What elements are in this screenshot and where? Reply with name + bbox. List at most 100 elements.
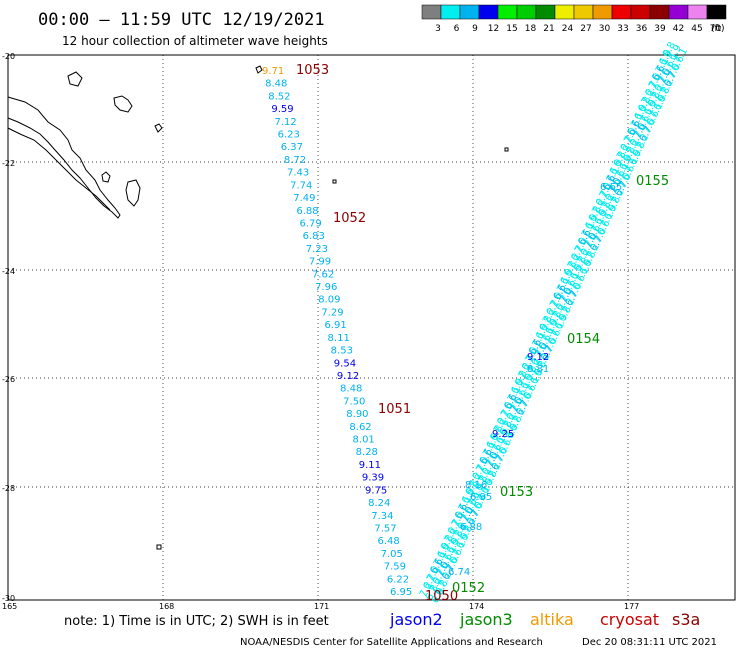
track-west-value: 9.11 bbox=[359, 460, 381, 471]
pass-time-labels: 1053 1052 1051 1050 0155 0154 0153 0152 bbox=[296, 63, 669, 604]
track-east-value: 6.88 bbox=[460, 522, 482, 533]
footer-timestamp: Dec 20 08:31:11 UTC 2021 bbox=[582, 637, 717, 648]
track-west-value: 7.05 bbox=[381, 549, 403, 560]
track-west-value: 8.48 bbox=[340, 384, 362, 395]
legend-label: 30 bbox=[599, 24, 611, 34]
track-west-value: 9.12 bbox=[337, 371, 359, 382]
track-west-value: 7.57 bbox=[374, 523, 396, 534]
track-east-value: 6.65 bbox=[600, 182, 622, 193]
legend-swatch bbox=[440, 4, 461, 20]
latitude-label: -28 bbox=[2, 484, 15, 493]
track-west-value: 6.22 bbox=[387, 574, 409, 585]
track-west-value: 8.24 bbox=[368, 498, 390, 509]
legend-label: 6 bbox=[454, 24, 460, 34]
track-west-value: 7.43 bbox=[287, 168, 309, 179]
legend-label: 24 bbox=[562, 24, 574, 34]
track-west-value: 9.54 bbox=[334, 358, 356, 369]
pass-time-label: 0155 bbox=[636, 174, 669, 189]
track-west-value: 9.75 bbox=[365, 485, 387, 496]
legend-label: 18 bbox=[525, 24, 537, 34]
track-west-value: 6.48 bbox=[378, 536, 400, 547]
legend-label: 12 bbox=[488, 24, 499, 34]
legend-swatch bbox=[649, 4, 670, 20]
track-west-value: 6.79 bbox=[299, 218, 321, 229]
legend-swatch bbox=[592, 4, 613, 20]
latitude-label: -20 bbox=[2, 52, 15, 61]
legend-swatch bbox=[421, 4, 442, 20]
legend-label: 70 bbox=[710, 24, 722, 34]
track-east-value: 8.81 bbox=[527, 364, 549, 375]
track-west-value: 7.62 bbox=[312, 269, 334, 280]
pass-time-label: 1053 bbox=[296, 63, 329, 78]
pass-time-label: 1050 bbox=[425, 589, 458, 604]
track-west-value: 6.95 bbox=[390, 587, 412, 598]
satellite-legend-jason2: jason2 bbox=[389, 610, 443, 629]
satellite-track-east: 6.86.97.16.67.06.77.26.86.97.16.67.06.77… bbox=[418, 40, 690, 605]
track-west-value: 7.99 bbox=[309, 257, 331, 268]
legend-swatch bbox=[459, 4, 480, 20]
small-island-c bbox=[504, 147, 509, 152]
loyalty-island-ouvea bbox=[67, 71, 83, 87]
satellite-track-west: 9.718.488.529.597.126.236.378.727.437.74… bbox=[262, 66, 412, 598]
track-west-value: 7.34 bbox=[371, 511, 393, 522]
footer-note: note: 1) Time is in UTC; 2) SWH is in fe… bbox=[64, 614, 329, 629]
track-west-value: 9.39 bbox=[362, 473, 384, 484]
small-island-d bbox=[156, 544, 162, 550]
longitude-label: 174 bbox=[469, 602, 484, 611]
legend-label: 9 bbox=[472, 24, 478, 34]
coastline bbox=[7, 65, 509, 550]
map-title: 00:00 – 11:59 UTC 12/19/2021 bbox=[38, 10, 325, 30]
track-west-value: 7.49 bbox=[293, 193, 315, 204]
track-west-value: 8.53 bbox=[331, 346, 353, 357]
pass-time-label: 1052 bbox=[333, 211, 366, 226]
new-caledonia-coast bbox=[7, 96, 121, 219]
legend-swatch bbox=[706, 4, 727, 20]
isle-of-pines bbox=[101, 171, 111, 183]
legend-swatch bbox=[554, 4, 575, 20]
latitude-label: -30 bbox=[2, 594, 15, 603]
track-west-value: 6.37 bbox=[281, 142, 303, 153]
track-east-value: 6.74 bbox=[448, 567, 470, 578]
legend-swatch bbox=[687, 4, 708, 20]
track-west-value: 8.52 bbox=[268, 91, 290, 102]
legend-swatch bbox=[611, 4, 632, 20]
legend-swatch bbox=[516, 4, 537, 20]
track-west-value: 8.72 bbox=[284, 155, 306, 166]
track-west-value: 8.01 bbox=[353, 435, 375, 446]
latitude-label: -26 bbox=[2, 375, 15, 384]
legend-swatch bbox=[497, 4, 518, 20]
latitude-labels: -20 -22 -24 -26 -28 -30 bbox=[2, 52, 15, 603]
footer-credit: NOAA/NESDIS Center for Satellite Applica… bbox=[240, 637, 543, 648]
track-west-value: 6.88 bbox=[296, 206, 318, 217]
satellite-legend-jason3: jason3 bbox=[459, 610, 513, 629]
pass-time-label: 0152 bbox=[452, 581, 485, 596]
pass-time-label: 1051 bbox=[378, 402, 411, 417]
longitude-label: 165 bbox=[2, 602, 17, 611]
satellite-legend: jason2 jason3 altika cryosat s3a bbox=[389, 610, 700, 629]
track-west-value: 7.74 bbox=[290, 180, 312, 191]
track-west-value: 7.29 bbox=[321, 307, 343, 318]
map-subtitle: 12 hour collection of altimeter wave hei… bbox=[62, 34, 328, 48]
track-east-value: 8.16 bbox=[465, 480, 487, 491]
track-west-value: 9.71 bbox=[262, 66, 284, 77]
legend-swatch bbox=[668, 4, 689, 20]
legend-swatch bbox=[573, 4, 594, 20]
track-west-value: 7.23 bbox=[306, 244, 328, 255]
track-west-value: 8.90 bbox=[346, 409, 368, 420]
legend-label: 42 bbox=[673, 24, 684, 34]
track-west-value: 6.83 bbox=[303, 231, 325, 242]
track-east-value: 6.95 bbox=[470, 492, 492, 503]
small-island-e bbox=[255, 65, 263, 74]
pass-time-label: 0153 bbox=[500, 485, 533, 500]
legend-swatch bbox=[630, 4, 651, 20]
pass-time-label: 0154 bbox=[567, 332, 600, 347]
track-west-value: 8.48 bbox=[265, 79, 287, 90]
latitude-label: -24 bbox=[2, 267, 15, 276]
legend-label: 45 bbox=[691, 24, 702, 34]
loyalty-island-mare bbox=[125, 179, 141, 207]
track-east-value: 9.12 bbox=[527, 352, 549, 363]
legend-label: 39 bbox=[654, 24, 666, 34]
satellite-legend-altika: altika bbox=[530, 610, 574, 629]
track-west-value: 7.50 bbox=[343, 396, 365, 407]
